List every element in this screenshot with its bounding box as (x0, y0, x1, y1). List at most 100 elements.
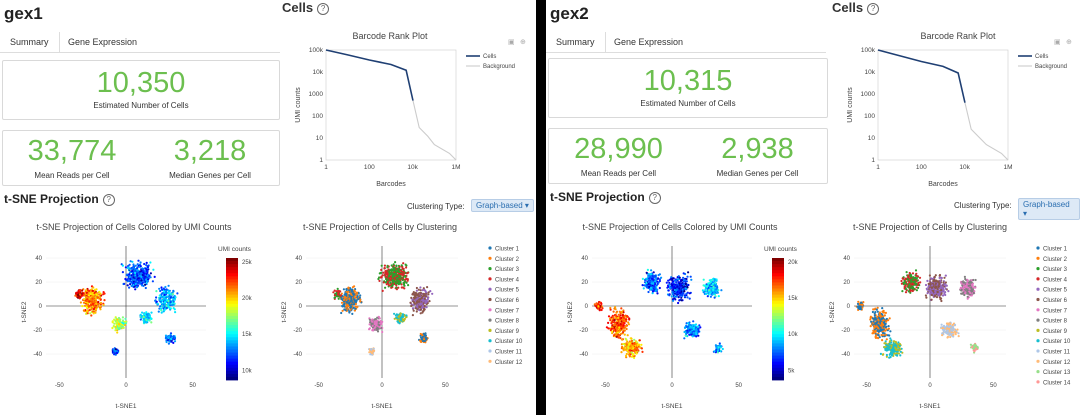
tsne-cell-point (702, 278, 705, 281)
tsne-cell-point (167, 335, 171, 338)
tab-summary[interactable]: Summary (0, 32, 60, 52)
tsne-cell-point (936, 288, 939, 291)
colorbar-segment (772, 328, 784, 332)
zoom-icon[interactable]: ⊕ (1066, 39, 1072, 46)
tsne-cell-point (686, 296, 689, 299)
tsne-cell-point (121, 264, 124, 267)
y-axis-label: UMI counts (847, 87, 854, 123)
tsne-cell-point (882, 334, 885, 337)
tsne-cell-point (411, 314, 414, 317)
tsne-cell-point (159, 289, 162, 293)
legend-swatch (488, 359, 492, 363)
legend-label: Cluster 11 (495, 350, 523, 356)
tsne-cell-point (929, 281, 932, 284)
tsne-cell-point (600, 308, 603, 312)
y-tick-label: 0 (585, 304, 589, 310)
y-tick-label: 10 (316, 135, 324, 142)
legend-swatch (488, 318, 492, 322)
tsne-cell-point (966, 295, 969, 298)
help-icon[interactable]: ? (648, 192, 661, 204)
y-tick-label: 1000 (861, 91, 876, 98)
camera-icon[interactable]: ▣ (1054, 39, 1061, 46)
tsne-cell-point (943, 283, 946, 286)
help-icon[interactable]: ? (867, 3, 880, 15)
colorbar-segment (226, 273, 238, 277)
tsne-cell-point (167, 302, 170, 305)
sample-title: gex2 (550, 4, 589, 23)
tsne-cell-point (149, 276, 152, 279)
tsne-cell-point (422, 292, 425, 295)
tsne-cell-point (963, 275, 966, 278)
tsne-cell-point (686, 275, 689, 278)
tsne-cell-point (423, 304, 426, 308)
tsne-cell-point (341, 309, 344, 312)
tsne-cell-point (401, 315, 405, 318)
tsne-cell-point (381, 289, 384, 292)
tsne-cell-point (689, 326, 692, 329)
tsne-cell-point (880, 333, 883, 337)
camera-icon[interactable]: ▣ (508, 39, 515, 46)
tsne-cell-point (410, 296, 413, 299)
tsne-cell-point (609, 306, 612, 310)
legend-swatch (488, 328, 492, 332)
tsne-cell-point (134, 275, 137, 278)
tsne-cell-point (405, 266, 408, 269)
help-icon[interactable]: ? (317, 3, 330, 15)
colorbar-segment (772, 319, 784, 323)
mean-reads-label: Mean Reads per Cell (34, 171, 110, 180)
tsne-cell-point (348, 297, 351, 300)
tsne-cell-point (888, 317, 891, 320)
clustering-type-dropdown[interactable]: Graph-based ▾ (471, 199, 534, 212)
tsne-cell-point (394, 261, 397, 264)
tab-summary[interactable]: Summary (546, 32, 606, 52)
tsne-cell-point (423, 288, 426, 291)
tsne-cell-point (621, 338, 624, 341)
help-icon[interactable]: ? (102, 194, 115, 206)
tsne-cell-point (371, 318, 374, 321)
tsne-cell-point (649, 273, 653, 276)
tab-gene-expression[interactable]: Gene Expression (68, 37, 138, 47)
estimated-cells-card: 10,350 Estimated Number of Cells (2, 60, 280, 120)
clustering-type-dropdown[interactable]: Graph-based ▾ (1018, 198, 1080, 220)
y-tick-label: 10k (313, 69, 324, 76)
tsne-cell-point (160, 309, 163, 312)
tsne-cell-point (684, 282, 687, 285)
tsne-cell-point (620, 307, 623, 310)
tsne-cell-point (911, 272, 915, 275)
cluster-plot-title: t-SNE Projection of Cells by Clustering (852, 222, 1008, 232)
tsne-cell-point (127, 277, 130, 280)
tsne-cell-point (717, 346, 720, 349)
y-tick-label: 0 (39, 304, 43, 310)
tsne-cell-point (88, 297, 91, 300)
tsne-cell-point (656, 277, 660, 280)
tsne-cell-point (677, 281, 680, 284)
tab-gene-expression[interactable]: Gene Expression (614, 37, 684, 47)
x-tick-label: 0 (124, 383, 128, 389)
sample-title: gex1 (4, 4, 43, 23)
tsne-cell-point (627, 351, 630, 354)
colorbar-segment (772, 279, 784, 283)
tsne-cell-point (873, 314, 876, 317)
tsne-cell-point (145, 321, 148, 324)
tsne-cell-point (353, 309, 356, 312)
tsne-cell-point (942, 281, 945, 284)
tsne-cell-point (870, 320, 873, 323)
tsne-cell-point (875, 321, 878, 324)
tsne-cell-point (615, 335, 618, 338)
tsne-cell-point (394, 280, 397, 284)
tsne-cell-point (355, 299, 358, 302)
zoom-icon[interactable]: ⊕ (520, 39, 526, 46)
colorbar-title: UMI counts (218, 246, 252, 253)
tsne-cell-point (883, 320, 886, 324)
y-tick-label: -20 (33, 328, 42, 334)
y-tick-label: 10 (868, 135, 876, 142)
y-tick-label: 1 (319, 157, 323, 164)
tsne-cell-point (136, 281, 140, 284)
tsne-cell-point (881, 339, 884, 342)
